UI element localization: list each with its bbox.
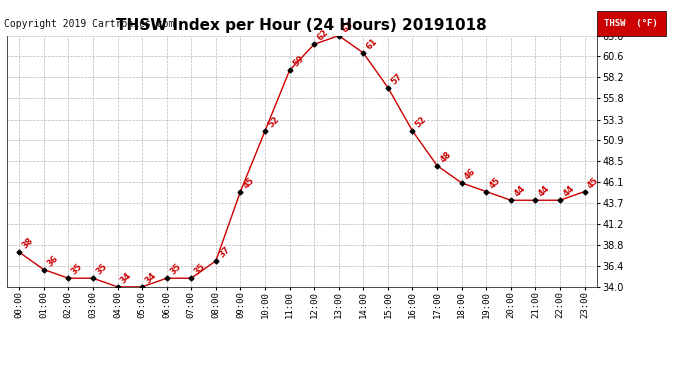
Text: 61: 61 xyxy=(365,37,380,52)
Text: 57: 57 xyxy=(389,72,404,86)
Text: 36: 36 xyxy=(45,254,60,268)
Title: THSW Index per Hour (24 Hours) 20191018: THSW Index per Hour (24 Hours) 20191018 xyxy=(117,18,487,33)
Text: 45: 45 xyxy=(488,176,502,190)
Text: 59: 59 xyxy=(291,54,306,69)
Text: 48: 48 xyxy=(438,150,453,164)
Text: 35: 35 xyxy=(193,262,207,277)
Text: 45: 45 xyxy=(241,176,257,190)
Text: Copyright 2019 Cartronics.com: Copyright 2019 Cartronics.com xyxy=(4,20,175,29)
Text: THSW  (°F): THSW (°F) xyxy=(604,19,658,28)
Text: 44: 44 xyxy=(512,184,527,199)
Text: 37: 37 xyxy=(217,245,232,260)
Text: 44: 44 xyxy=(537,184,551,199)
Text: 34: 34 xyxy=(144,271,158,285)
Text: 44: 44 xyxy=(562,184,576,199)
Text: 34: 34 xyxy=(119,271,133,285)
Text: 45: 45 xyxy=(586,176,600,190)
Text: 46: 46 xyxy=(463,167,477,182)
Text: 35: 35 xyxy=(168,262,183,277)
Text: 52: 52 xyxy=(266,115,281,129)
Text: 63: 63 xyxy=(340,20,355,34)
Text: 35: 35 xyxy=(70,262,84,277)
Text: 62: 62 xyxy=(315,28,331,43)
Text: 35: 35 xyxy=(95,262,109,277)
Text: 52: 52 xyxy=(414,115,428,129)
Text: 38: 38 xyxy=(21,236,35,251)
